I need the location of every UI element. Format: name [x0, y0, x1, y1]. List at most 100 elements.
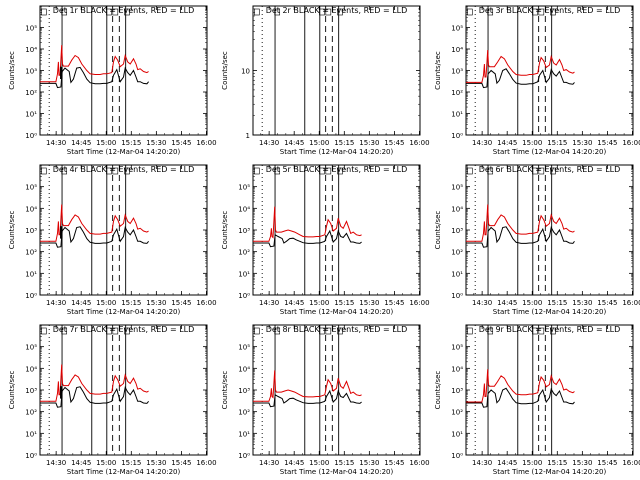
top-marker [106, 327, 112, 335]
x-tick-label: 14:45 [284, 459, 304, 467]
series-line [40, 204, 149, 242]
series-line [40, 45, 149, 83]
y-tick-label: 10³ [238, 227, 250, 235]
plot-frame [39, 5, 208, 136]
x-axis-label: Start Time (12-Mar-04 14:20:20) [280, 468, 394, 476]
y-tick-label: 10⁰ [238, 292, 250, 300]
y-tick-label: 10² [451, 249, 463, 257]
x-tick-label: 14:30 [46, 299, 66, 307]
y-tick-label: 10⁰ [238, 452, 250, 460]
series-line [253, 206, 362, 242]
x-tick-label: 14:45 [497, 139, 517, 147]
y-axis-label: Counts/sec [8, 51, 16, 90]
y-axis-label: Counts/sec [434, 371, 442, 410]
x-tick-label: 14:45 [497, 299, 517, 307]
x-tick-label: 16:00 [196, 299, 216, 307]
plot-frame [252, 5, 421, 136]
x-tick-label: 14:30 [46, 459, 66, 467]
x-tick-label: 15:45 [597, 139, 617, 147]
series-line [466, 226, 575, 248]
x-tick-label: 15:30 [572, 459, 592, 467]
x-tick-label: 15:00 [522, 299, 542, 307]
y-tick-label: 10⁰ [25, 132, 37, 140]
series-line [253, 229, 362, 248]
x-tick-label: 15:15 [121, 139, 141, 147]
x-tick-label: 14:45 [71, 139, 91, 147]
x-tick-label: 14:30 [259, 459, 279, 467]
x-tick-label: 14:30 [259, 139, 279, 147]
panel-title: Det 5r BLACK = Events, RED = LLD [266, 165, 408, 174]
y-axis-label: Counts/sec [221, 371, 229, 410]
x-tick-label: 16:00 [622, 139, 640, 147]
top-marker [550, 8, 556, 16]
panel-title: Det 2r BLACK = Events, RED = LLD [266, 6, 408, 15]
top-marker [112, 167, 119, 175]
x-tick-label: 16:00 [196, 139, 216, 147]
series-line [40, 66, 149, 89]
top-marker [124, 327, 130, 335]
series-line [466, 369, 575, 403]
panel-title: Det 3r BLACK = Events, RED = LLD [479, 6, 621, 15]
onset-bar [60, 66, 63, 80]
y-tick-label: 10⁰ [451, 292, 463, 300]
top-marker [112, 327, 119, 335]
panel-4r: Det 4r BLACK = Events, RED = LLD 10⁰ 10¹ 10… [8, 164, 217, 316]
panel-1r: Det 1r BLACK = Events, RED = LLD 10⁰ 10¹ 10… [8, 5, 217, 156]
top-marker [61, 327, 68, 335]
panel-7r: Det 7r BLACK = Events, RED = LLD 10⁰ 10¹ 10… [8, 324, 217, 476]
x-axis-label: Start Time (12-Mar-04 14:20:20) [280, 308, 394, 316]
series-line [40, 364, 149, 402]
x-tick-label: 15:45 [597, 459, 617, 467]
y-axis-label: Counts/sec [434, 211, 442, 250]
top-marker [274, 167, 281, 175]
plot-frame [39, 324, 208, 456]
y-tick-label: 10⁰ [451, 452, 463, 460]
y-tick-label: 10⁰ [451, 132, 463, 140]
x-tick-label: 15:45 [171, 459, 191, 467]
x-axis-label: Start Time (12-Mar-04 14:20:20) [67, 308, 181, 316]
y-tick-label: 10⁵ [451, 25, 463, 33]
panel-title: Det 7r BLACK = Events, RED = LLD [53, 325, 195, 334]
y-tick-label: 1 [246, 132, 250, 140]
y-tick-label: 10⁵ [238, 184, 250, 192]
y-tick-label: 10¹ [25, 111, 37, 119]
top-marker [325, 327, 332, 335]
y-tick-label: 10³ [451, 227, 463, 235]
y-tick-label: 10⁵ [238, 344, 250, 352]
y-tick-label: 10⁴ [25, 46, 37, 54]
x-tick-label: 15:00 [522, 139, 542, 147]
series-line [466, 49, 575, 83]
onset-bar [60, 226, 63, 239]
top-marker [124, 8, 130, 16]
x-tick-label: 15:30 [572, 139, 592, 147]
top-marker [274, 8, 281, 16]
y-tick-label: 10³ [25, 227, 37, 235]
x-tick-label: 15:30 [359, 459, 379, 467]
x-tick-label: 15:00 [96, 299, 116, 307]
x-tick-label: 14:45 [71, 459, 91, 467]
x-tick-label: 15:30 [359, 139, 379, 147]
x-tick-label: 15:00 [522, 459, 542, 467]
panel-title: Det 6r BLACK = Events, RED = LLD [479, 165, 621, 174]
onset-bar [60, 386, 63, 399]
y-tick-label: 10² [25, 89, 37, 97]
top-marker [325, 167, 332, 175]
top-marker [254, 167, 260, 175]
panel-title: Det 1r BLACK = Events, RED = LLD [53, 6, 195, 15]
panel-2r: Det 2r BLACK = Events, RED = LLD 1 10 Count… [221, 5, 430, 156]
x-tick-label: 15:00 [309, 299, 329, 307]
series-line [253, 370, 362, 402]
y-tick-label: 10² [451, 409, 463, 417]
series-line [253, 389, 362, 408]
plot-frame [252, 324, 421, 456]
y-tick-label: 10³ [451, 387, 463, 395]
top-marker [254, 8, 260, 16]
x-tick-label: 15:45 [171, 299, 191, 307]
y-tick-label: 10³ [25, 387, 37, 395]
x-tick-label: 15:15 [547, 299, 567, 307]
top-marker [487, 167, 494, 175]
x-tick-label: 15:30 [359, 299, 379, 307]
y-tick-label: 10⁴ [451, 46, 463, 54]
top-marker [325, 8, 332, 16]
x-tick-label: 16:00 [622, 459, 640, 467]
